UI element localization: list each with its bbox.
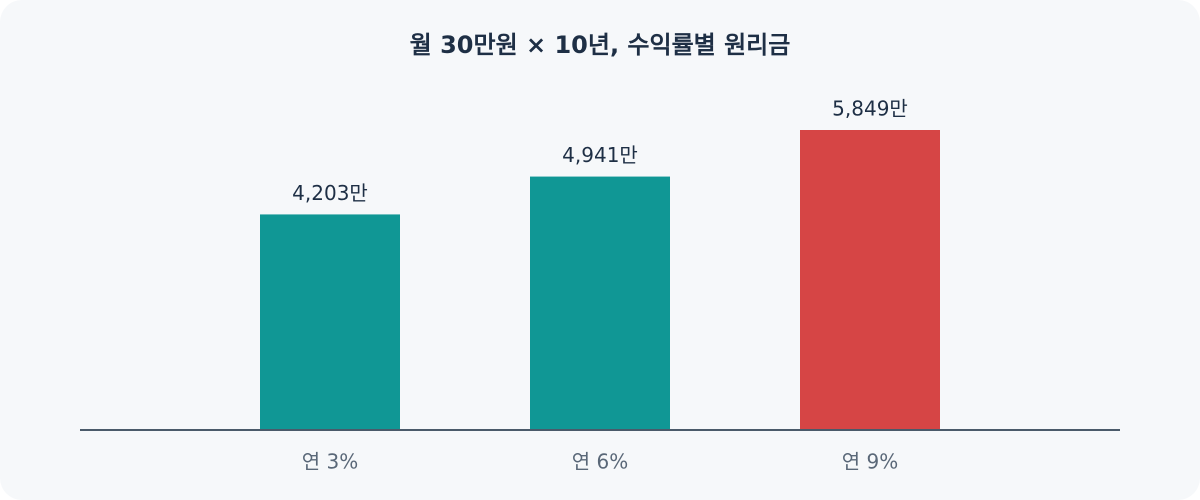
chart-title: 월 30만원 × 10년, 수익률별 원리금 — [410, 31, 791, 59]
bar — [530, 176, 670, 430]
x-tick-label: 연 6% — [572, 450, 629, 474]
bar — [260, 214, 400, 430]
value-label: 4,203만 — [292, 181, 368, 205]
value-label: 5,849만 — [832, 97, 908, 121]
value-label: 4,941만 — [562, 143, 638, 167]
bar — [800, 130, 940, 430]
x-tick-label: 연 3% — [302, 450, 359, 474]
x-tick-label: 연 9% — [842, 450, 899, 474]
